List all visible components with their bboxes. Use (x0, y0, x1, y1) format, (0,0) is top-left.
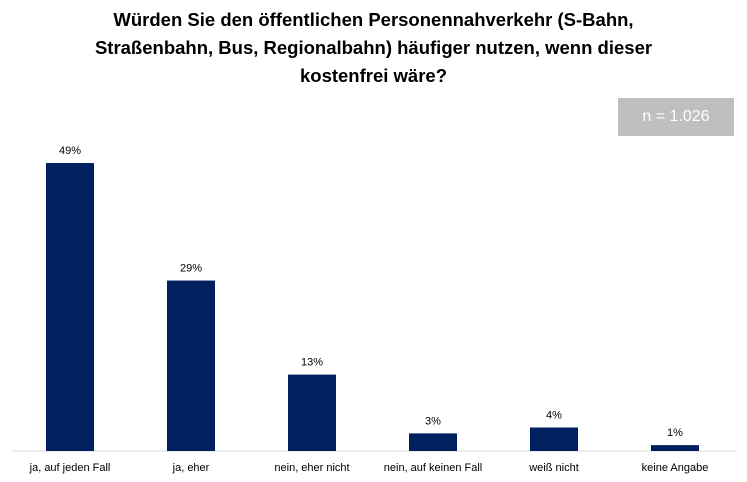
chart-title: Würden Sie den öffentlichen Personennahv… (60, 6, 687, 90)
bar-3 (288, 374, 336, 451)
bars-group (46, 163, 699, 451)
data-label-3: 13% (301, 357, 323, 369)
chart-title-line-1: Würden Sie den öffentlichen Personennahv… (113, 9, 634, 30)
chart-title-line-2: Straßenbahn, Bus, Regionalbahn) häufiger… (94, 37, 653, 58)
data-label-1: 49% (59, 145, 81, 157)
data-label-2: 29% (180, 263, 202, 275)
x-tick-label-1: ja, auf jeden Fall (29, 462, 111, 474)
bar-6 (651, 445, 699, 451)
bar-1 (46, 163, 94, 451)
x-tick-label-4: nein, auf keinen Fall (384, 462, 482, 474)
sample-size-badge: n = 1.026 (618, 98, 734, 136)
chart-title-line-3: kostenfrei wäre? (299, 65, 448, 86)
x-tick-label-5: weiß nicht (528, 462, 579, 474)
data-label-5: 4% (546, 409, 562, 421)
x-tick-label-6: keine Angabe (642, 462, 709, 474)
x-tick-labels-group: ja, auf jeden Fall ja, eher nein, eher nic… (29, 462, 709, 474)
x-tick-label-2: ja, eher (172, 462, 210, 474)
data-label-6: 1% (667, 427, 683, 439)
bar-4 (409, 433, 457, 451)
bar-2 (167, 280, 215, 451)
x-tick-label-3: nein, eher nicht (274, 462, 349, 474)
data-label-4: 3% (425, 415, 441, 427)
bar-5 (530, 427, 578, 451)
data-labels-group: 49% 29% 13% 3% 4% 1% (59, 145, 683, 439)
